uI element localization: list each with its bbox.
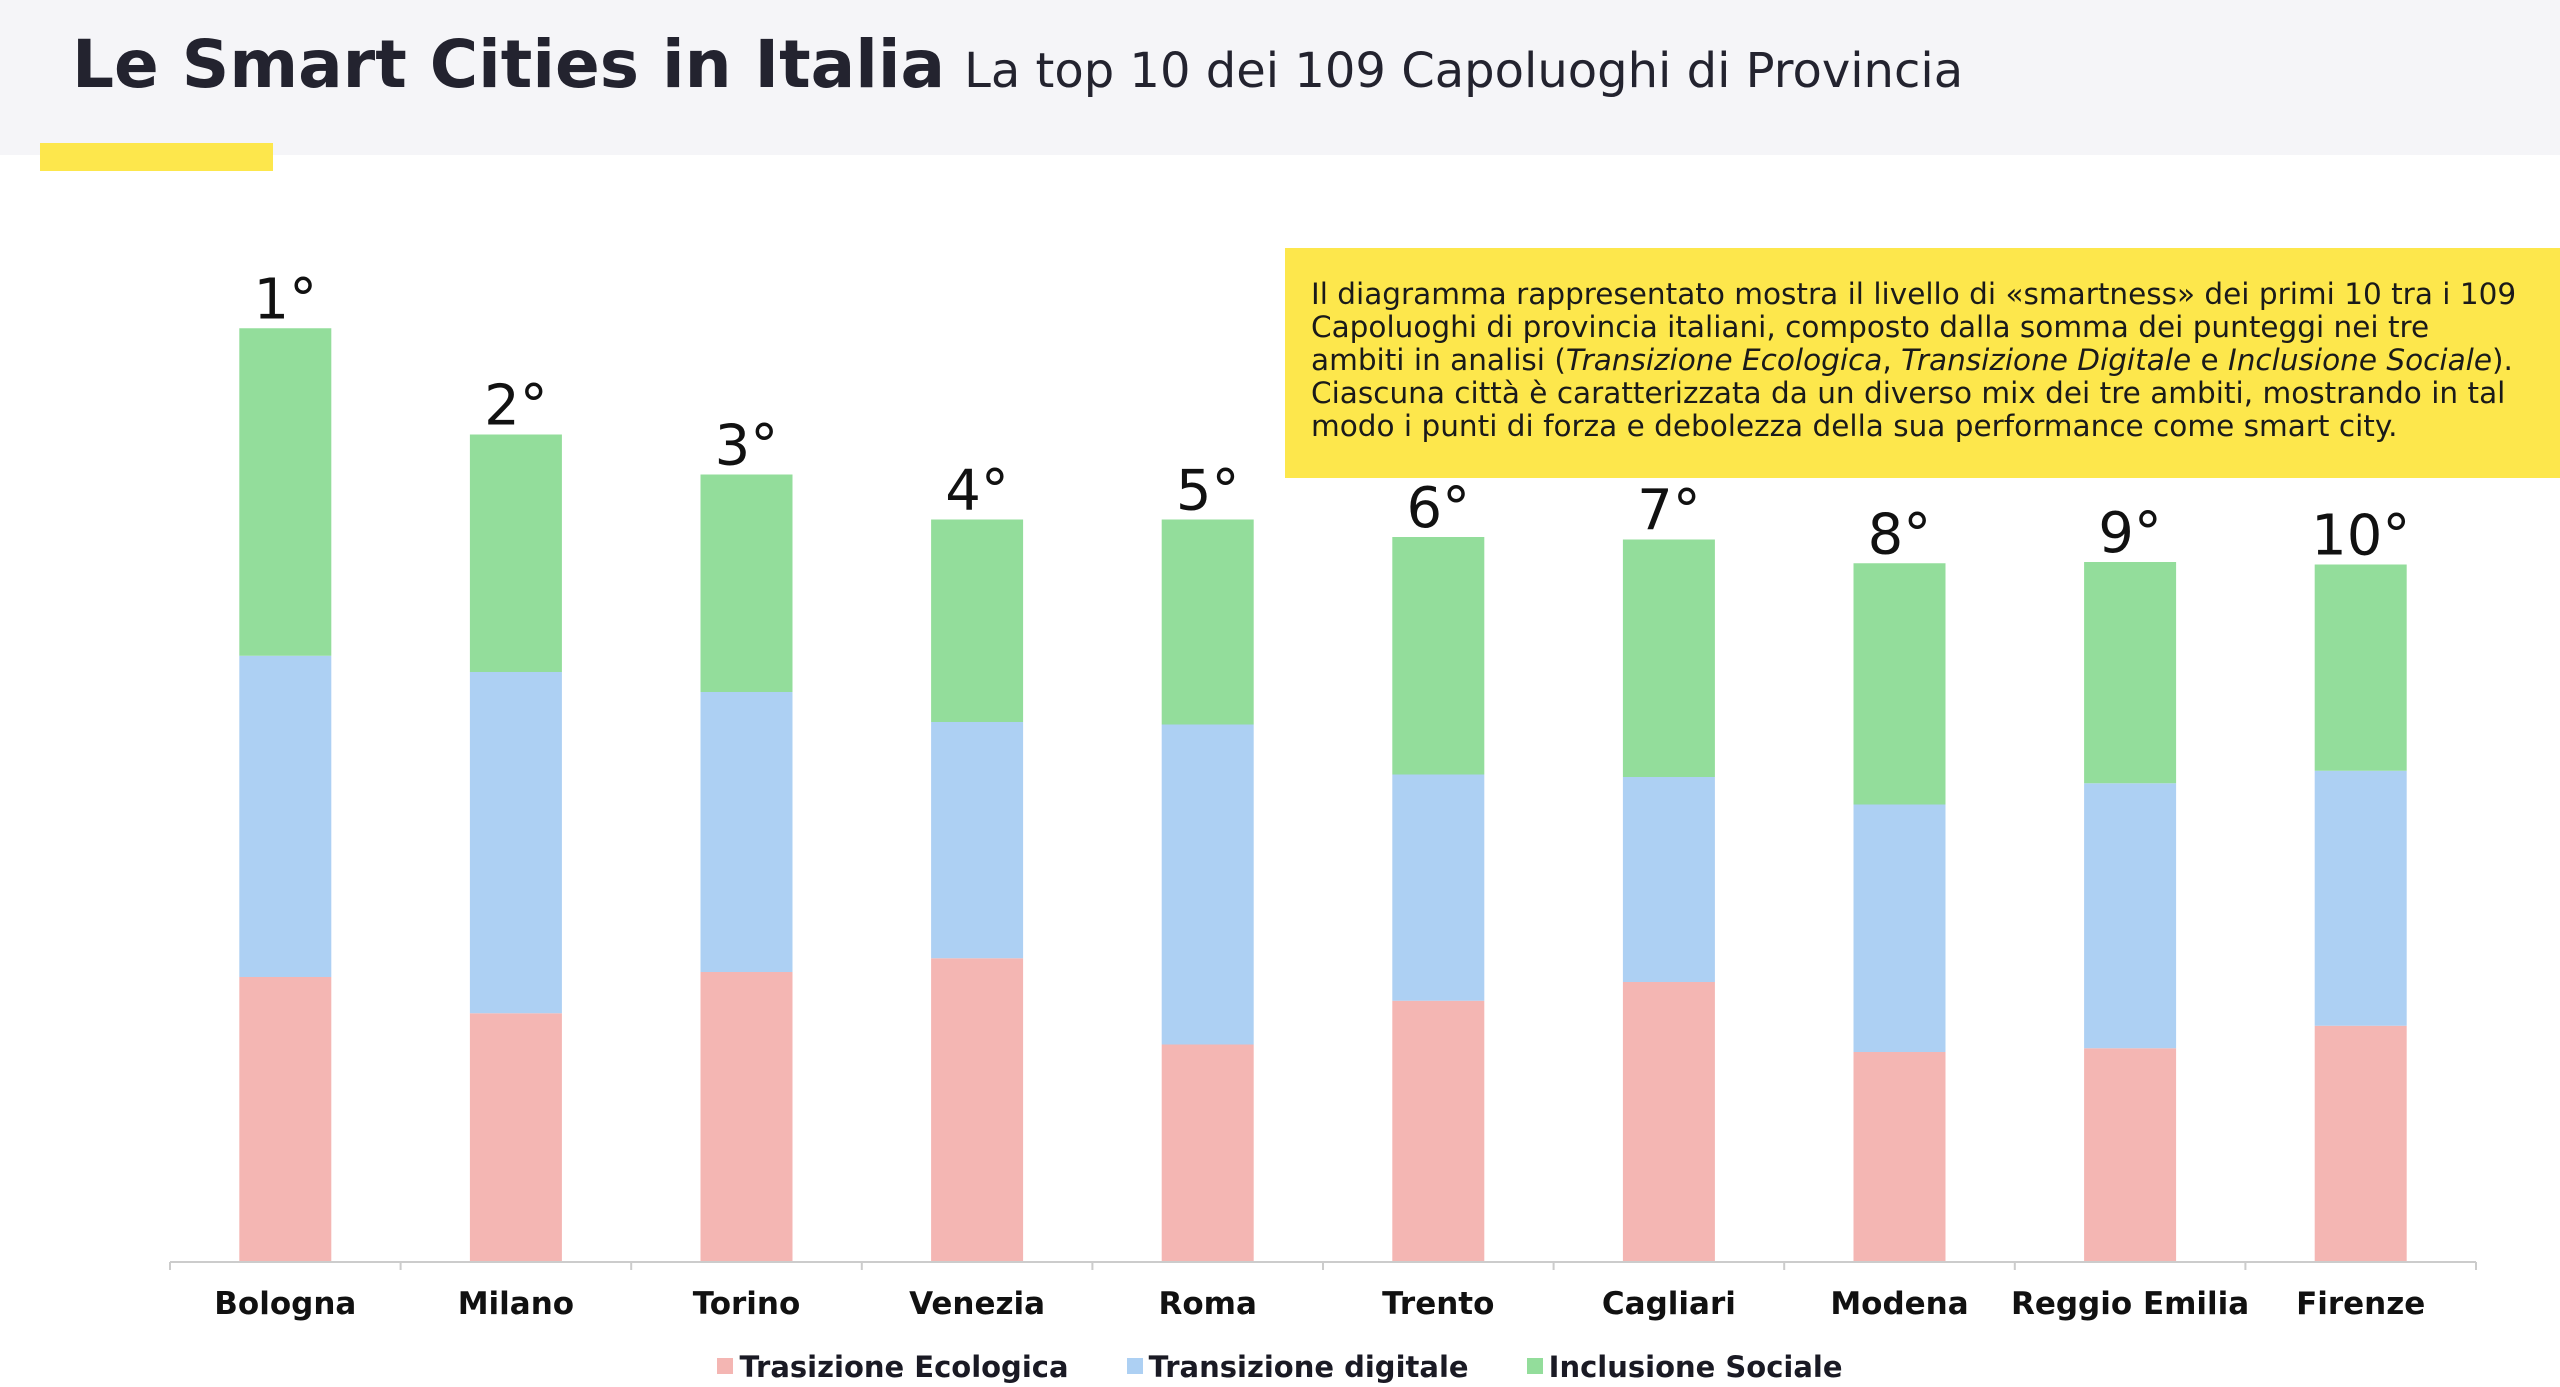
rank-label-1: 2° (484, 374, 548, 439)
note-text-start: Il diagramma rappresentato mostra il liv… (1311, 277, 2517, 377)
accent-bar (40, 143, 273, 171)
legend-item-digitale: Transizione digitale (1126, 1350, 1469, 1384)
bar-ecologica-1 (469, 1013, 562, 1262)
bar-sociale-6 (1622, 539, 1715, 777)
bar-ecologica-5 (1392, 1000, 1485, 1262)
bar-ecologica-2 (700, 972, 793, 1262)
bar-digitale-2 (700, 692, 793, 972)
bar-digitale-9 (2314, 770, 2407, 1026)
note-term-ecologica: Transizione Ecologica (1565, 343, 1883, 377)
bar-sociale-7 (1853, 563, 1946, 805)
legend-swatch-digitale (1126, 1358, 1143, 1374)
legend-label-digitale: Transizione digitale (1148, 1350, 1469, 1384)
bar-digitale-0 (239, 655, 332, 977)
rank-label-2: 3° (715, 414, 779, 479)
page-title: Le Smart Cities in Italia (72, 26, 945, 103)
legend-item-ecologica: Trasizione Ecologica (717, 1350, 1069, 1384)
bar-sociale-3 (931, 519, 1024, 722)
bar-ecologica-4 (1161, 1044, 1254, 1262)
x-tick-label-3: Venezia (909, 1286, 1045, 1322)
bar-digitale-8 (2084, 783, 2177, 1049)
legend: Trasizione Ecologica Transizione digital… (0, 1350, 2560, 1384)
rank-label-9: 10° (2311, 504, 2410, 569)
rank-label-5: 6° (1406, 476, 1470, 541)
x-tick-label-0: Bologna (214, 1286, 356, 1322)
note-sep-1: , (1882, 343, 1902, 377)
x-tick-label-7: Modena (1830, 1286, 1968, 1322)
rank-label-3: 4° (945, 459, 1009, 524)
note-term-digitale: Transizione Digitale (1901, 343, 2192, 377)
title-row: Le Smart Cities in Italia La top 10 dei … (72, 26, 1963, 103)
legend-swatch-ecologica (717, 1358, 734, 1374)
bar-sociale-4 (1161, 519, 1254, 725)
page-subtitle: La top 10 dei 109 Capoluoghi di Provinci… (964, 43, 1964, 99)
x-tick-label-2: Torino (693, 1286, 801, 1322)
legend-label-ecologica: Trasizione Ecologica (739, 1350, 1069, 1384)
x-tick-label-1: Milano (458, 1286, 574, 1322)
bar-sociale-1 (469, 434, 562, 672)
legend-swatch-sociale (1526, 1358, 1543, 1374)
x-tick-label-6: Cagliari (1602, 1286, 1736, 1322)
rank-label-7: 8° (1868, 502, 1932, 567)
x-tick-label-5: Trento (1382, 1286, 1494, 1322)
bar-ecologica-6 (1622, 982, 1715, 1262)
bar-digitale-4 (1161, 724, 1254, 1045)
x-tick-label-4: Roma (1159, 1286, 1257, 1322)
bar-digitale-7 (1853, 804, 1946, 1052)
bar-sociale-8 (2084, 562, 2177, 784)
note-sep-2: e (2191, 343, 2229, 377)
bar-sociale-0 (239, 328, 332, 656)
rank-label-6: 7° (1637, 479, 1701, 544)
bar-ecologica-8 (2084, 1048, 2177, 1262)
x-tick-label-9: Firenze (2296, 1286, 2425, 1322)
rank-label-0: 1° (253, 267, 317, 332)
bar-ecologica-0 (239, 977, 332, 1262)
note-text-end: ). Ciascuna città è caratterizzata da un… (1311, 343, 2513, 443)
legend-label-sociale: Inclusione Sociale (1548, 1350, 1843, 1384)
bar-digitale-1 (469, 672, 562, 1014)
bar-ecologica-7 (1853, 1052, 1946, 1262)
bar-digitale-5 (1392, 774, 1485, 1001)
note-term-sociale: Inclusione Sociale (2228, 343, 2492, 377)
bar-ecologica-3 (931, 958, 1024, 1262)
description-note: Il diagramma rappresentato mostra il liv… (1285, 248, 2560, 478)
legend-item-sociale: Inclusione Sociale (1526, 1350, 1843, 1384)
bar-ecologica-9 (2314, 1025, 2407, 1262)
header: Le Smart Cities in Italia La top 10 dei … (0, 0, 2560, 155)
x-tick-label-8: Reggio Emilia (2011, 1286, 2249, 1322)
bar-digitale-6 (1622, 777, 1715, 982)
rank-label-4: 5° (1176, 459, 1240, 524)
rank-label-8: 9° (2098, 501, 2162, 566)
bar-sociale-9 (2314, 564, 2407, 771)
bar-sociale-2 (700, 474, 793, 692)
bar-digitale-3 (931, 722, 1024, 959)
bar-sociale-5 (1392, 537, 1485, 775)
